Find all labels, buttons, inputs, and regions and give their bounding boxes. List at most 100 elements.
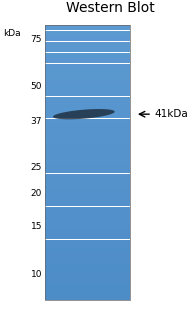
Bar — [45, 109, 130, 110]
Bar — [45, 216, 130, 217]
Bar — [45, 100, 130, 101]
Bar — [45, 182, 130, 183]
Bar — [45, 268, 130, 269]
Bar — [45, 143, 130, 144]
Bar — [45, 37, 130, 38]
Bar — [45, 137, 130, 138]
Bar — [45, 218, 130, 219]
Bar — [45, 33, 130, 34]
Bar — [45, 49, 130, 50]
Bar — [45, 29, 130, 30]
Bar — [45, 126, 130, 127]
Bar — [45, 68, 130, 69]
Bar — [45, 27, 130, 28]
Bar — [45, 194, 130, 195]
Bar — [45, 84, 130, 85]
Bar — [45, 93, 130, 94]
Bar — [45, 198, 130, 199]
Bar — [45, 145, 130, 146]
Bar — [45, 276, 130, 277]
Bar — [45, 242, 130, 243]
Bar — [45, 233, 130, 234]
Bar — [45, 283, 130, 284]
Bar — [45, 168, 130, 169]
Bar — [45, 298, 130, 299]
Bar — [45, 61, 130, 62]
Bar — [45, 290, 130, 291]
Bar — [45, 293, 130, 294]
Bar — [45, 228, 130, 229]
Bar — [45, 249, 130, 250]
Bar — [45, 162, 130, 163]
Bar — [45, 172, 130, 173]
Bar — [45, 161, 130, 162]
Bar — [45, 257, 130, 258]
Bar — [45, 285, 130, 286]
Bar — [45, 288, 130, 289]
Bar — [45, 136, 130, 137]
Bar — [45, 287, 130, 288]
Bar — [45, 167, 130, 168]
Bar — [45, 229, 130, 230]
Text: 41kDa: 41kDa — [154, 109, 188, 119]
Bar — [45, 166, 130, 167]
Bar — [45, 238, 130, 239]
Bar — [45, 144, 130, 145]
Text: 20: 20 — [31, 189, 42, 198]
Bar — [45, 269, 130, 270]
Bar — [45, 128, 130, 129]
Bar — [45, 279, 130, 280]
Bar — [45, 241, 130, 242]
Bar — [45, 51, 130, 52]
Bar — [45, 176, 130, 177]
Bar — [45, 203, 130, 204]
Bar — [45, 151, 130, 152]
Bar — [45, 165, 130, 166]
Bar — [45, 139, 130, 140]
Bar — [45, 186, 130, 187]
Bar — [45, 240, 130, 241]
Bar — [45, 226, 130, 227]
Bar — [45, 121, 130, 122]
Bar — [45, 108, 130, 109]
Bar — [45, 256, 130, 257]
Bar — [45, 113, 130, 114]
Bar — [45, 200, 130, 201]
Bar — [45, 89, 130, 90]
Bar — [45, 25, 130, 300]
Bar — [45, 277, 130, 278]
Bar — [45, 141, 130, 142]
Bar — [45, 177, 130, 178]
Bar — [45, 154, 130, 155]
Bar — [45, 140, 130, 141]
Bar — [45, 281, 130, 282]
Bar — [45, 267, 130, 268]
Bar — [45, 231, 130, 232]
Bar — [45, 95, 130, 96]
Bar — [45, 201, 130, 202]
Bar — [45, 230, 130, 231]
Bar — [45, 147, 130, 148]
Bar — [45, 152, 130, 153]
Bar — [45, 115, 130, 116]
Bar — [45, 104, 130, 105]
Bar — [45, 206, 130, 207]
Bar — [45, 259, 130, 260]
Bar — [45, 118, 130, 119]
Bar — [45, 81, 130, 82]
Bar — [45, 25, 130, 26]
Bar — [45, 125, 130, 126]
Bar — [45, 297, 130, 298]
Bar — [45, 74, 130, 75]
Bar — [45, 280, 130, 281]
Bar — [45, 296, 130, 297]
Bar — [45, 75, 130, 76]
Bar — [45, 164, 130, 165]
Bar — [45, 119, 130, 120]
Bar — [45, 44, 130, 45]
Bar — [45, 31, 130, 32]
Bar — [45, 47, 130, 48]
Bar — [45, 284, 130, 285]
Bar — [45, 55, 130, 56]
Bar — [45, 120, 130, 121]
